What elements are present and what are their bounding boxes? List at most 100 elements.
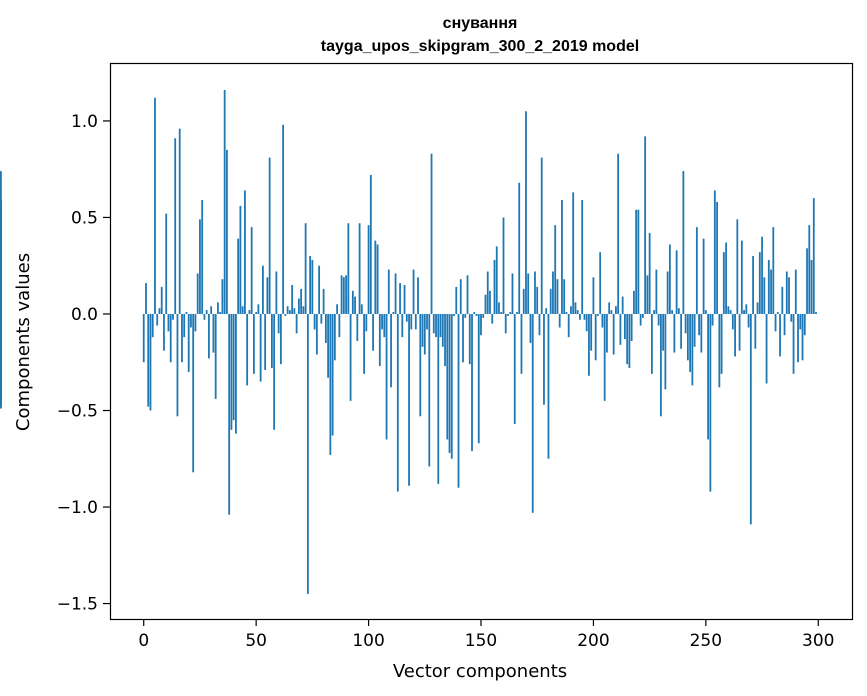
bar-157 — [495, 246, 498, 314]
bar-241 — [684, 313, 687, 334]
bar-140 — [457, 313, 460, 488]
bar-227 — [653, 310, 656, 314]
bar-290 — [794, 269, 797, 314]
bar-292 — [799, 313, 802, 330]
bar-126 — [426, 313, 428, 330]
bar-135 — [446, 313, 449, 440]
bar-139 — [455, 286, 458, 314]
bar-181 — [549, 288, 552, 314]
bar-40 — [232, 313, 235, 421]
bar-240 — [682, 171, 685, 314]
bar-237 — [675, 250, 678, 314]
bar-53 — [262, 265, 264, 314]
bar-87 — [338, 313, 341, 338]
bar-105 — [378, 313, 381, 367]
chart-title: снування — [443, 15, 518, 32]
bar-24 — [196, 273, 199, 314]
bar-38 — [228, 313, 231, 515]
bar-121 — [414, 313, 417, 330]
bar-106 — [381, 313, 383, 330]
bar-48 — [250, 227, 253, 314]
bar-83 — [329, 313, 332, 455]
bar-47 — [248, 310, 251, 314]
bar-163 — [509, 312, 512, 314]
bar-162 — [507, 313, 509, 316]
bar-54 — [264, 313, 267, 370]
bar-70 — [300, 288, 303, 314]
x-tick-label-150: 150 — [465, 631, 497, 651]
bar-276 — [763, 277, 766, 314]
bar-214 — [624, 313, 626, 340]
bar-170 — [525, 111, 527, 314]
bar-60 — [277, 313, 280, 334]
chart-subtitle: tayga_upos_skipgram_300_2_2019 model — [321, 38, 639, 55]
bar-58 — [273, 313, 276, 430]
bar-6 — [156, 313, 159, 326]
bar-267 — [743, 310, 745, 314]
bar-291 — [797, 313, 799, 363]
y-axis-ticks: −1.5 −1.0 −0.5 0.0 0.5 1.0 — [57, 112, 110, 615]
bar-143 — [464, 313, 467, 318]
bar-230 — [659, 313, 662, 417]
bar-198 — [588, 313, 590, 376]
bar-74 — [309, 256, 312, 314]
bar-undefined — [0, 242, 2, 314]
bar-81 — [324, 313, 327, 343]
bar-277 — [765, 313, 768, 384]
bar-33 — [217, 302, 219, 314]
bar-182 — [552, 271, 554, 314]
bar-221 — [639, 313, 642, 326]
bar-234 — [668, 244, 671, 314]
bar-206 — [606, 313, 608, 353]
bar-176 — [538, 313, 541, 336]
bar-43 — [239, 205, 242, 314]
bar-171 — [527, 273, 530, 314]
bar-61 — [279, 313, 282, 365]
bar-62 — [282, 124, 285, 314]
bar-82 — [327, 313, 329, 378]
bar-26 — [201, 200, 204, 314]
bar-262 — [731, 313, 734, 330]
bar-44 — [241, 306, 244, 314]
bar-246 — [695, 227, 698, 314]
bar-25 — [199, 219, 201, 314]
bar-213 — [621, 296, 624, 314]
bar-161 — [504, 313, 507, 334]
bar-248 — [700, 313, 703, 353]
bar-45 — [244, 190, 246, 314]
bar-59 — [275, 271, 278, 314]
bar-208 — [610, 310, 613, 314]
bar-224 — [646, 275, 649, 314]
bar-245 — [693, 313, 696, 347]
bar-228 — [655, 269, 658, 314]
bar-236 — [673, 313, 676, 353]
y-tick-label-5: 1.0 — [71, 112, 98, 132]
bar-95 — [356, 313, 359, 341]
bar-129 — [432, 313, 435, 334]
bar-293 — [801, 313, 804, 361]
bar-42 — [237, 238, 240, 314]
bar-190 — [570, 306, 572, 314]
bar-110 — [390, 313, 392, 388]
bar-125 — [423, 313, 426, 355]
x-axis-label: Vector components — [393, 661, 567, 682]
bar-231 — [662, 313, 665, 351]
bar-203 — [599, 252, 602, 314]
bar-154 — [489, 290, 491, 314]
bar-undefined — [0, 313, 2, 336]
bar-137 — [450, 313, 453, 459]
bar-274 — [758, 252, 761, 314]
bar-68 — [295, 313, 298, 334]
bar-270 — [749, 313, 752, 525]
bar-63 — [284, 313, 287, 316]
bar-1 — [145, 283, 147, 314]
bar-79 — [320, 313, 323, 324]
bar-169 — [522, 288, 525, 314]
bar-13 — [172, 313, 174, 320]
bar-90 — [345, 275, 347, 314]
bar-147 — [473, 312, 476, 314]
bar-239 — [680, 313, 683, 349]
bar-11 — [167, 313, 170, 332]
bar-46 — [246, 313, 249, 386]
bar-207 — [608, 302, 611, 314]
